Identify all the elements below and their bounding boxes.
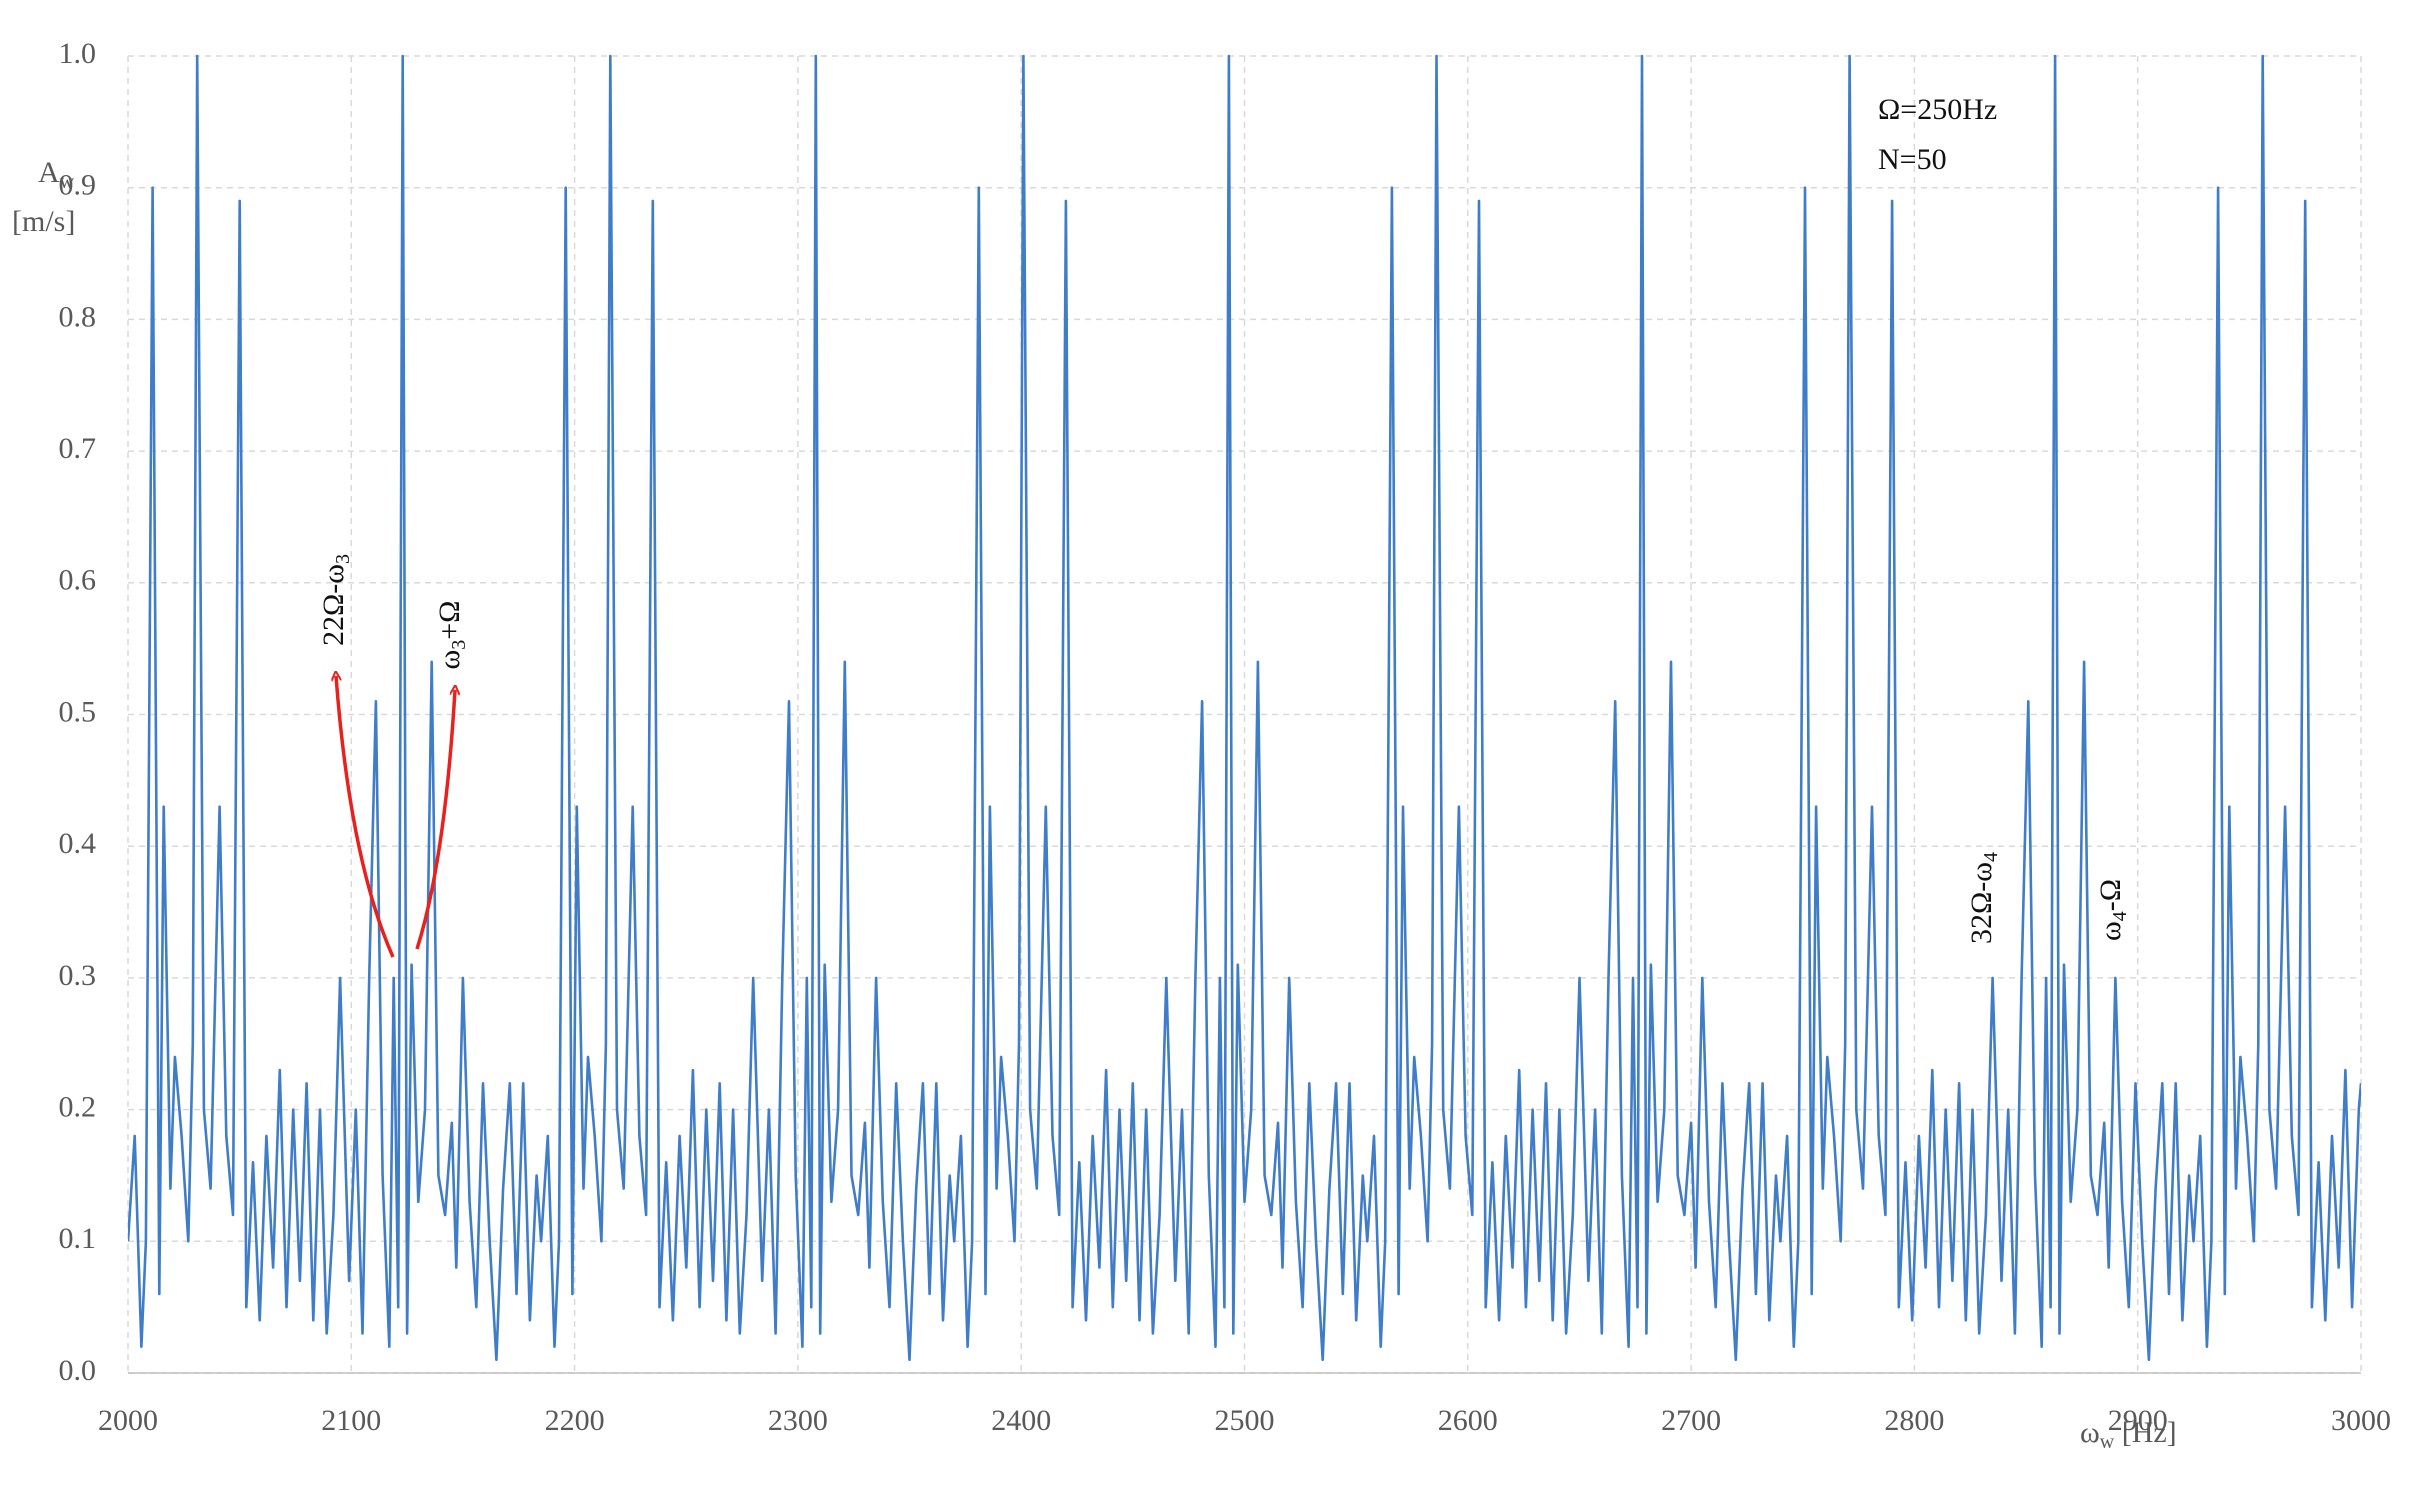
text-part: [Hz] (2114, 1416, 2176, 1449)
x-tick-label: 2600 (1438, 1404, 1498, 1437)
y-axis-unit: [m/s] (12, 205, 75, 238)
y-tick-label: 0.2 (59, 1090, 97, 1123)
subscript: 4 (2109, 911, 2131, 921)
subscript: 3 (332, 554, 354, 564)
y-axis-label: Aw (38, 156, 75, 193)
annotation: 32Ω-ω4 (1965, 852, 2002, 944)
y-tick-label: 0.0 (59, 1354, 97, 1387)
x-tick-label: 2900 (2108, 1404, 2168, 1437)
note: N=50 (1878, 143, 1947, 176)
y-tick-label: 0.3 (59, 959, 97, 992)
text-part: ω (2094, 921, 2127, 941)
grid (127, 55, 2362, 1374)
text-part: ω (2080, 1416, 2100, 1449)
x-tick-label: 2300 (768, 1404, 828, 1437)
plot-area (128, 54, 2361, 1362)
text-part: ω (433, 650, 466, 670)
y-tick-label: 0.7 (59, 432, 97, 465)
text-part: +Ω (433, 601, 466, 640)
x-tick-label: 2100 (321, 1404, 381, 1437)
x-tick-label: 3000 (2331, 1404, 2391, 1437)
x-tick-label: 2700 (1661, 1404, 1721, 1437)
x-tick-label: 2500 (1215, 1404, 1275, 1437)
annotation-arrow (336, 676, 395, 958)
x-axis-label: ωw [Hz] (2080, 1416, 2177, 1453)
subscript: 4 (1980, 852, 2002, 862)
y-tick-label: 0.5 (59, 695, 97, 728)
annotation-arrow (415, 690, 455, 950)
y-tick-label: 0.4 (59, 827, 97, 860)
y-tick-label: 0.1 (59, 1222, 97, 1255)
data-line (128, 54, 2361, 1362)
subscript: w (60, 171, 75, 193)
labels: 0.0 0.1 0.2 0.3 0.4 0.5 0.6 0.7 0.8 0.9 1.0 2000 210… (12, 37, 2391, 1453)
x-tick-label: 2800 (1884, 1404, 1944, 1437)
annotation: 22Ω-ω3 (317, 554, 354, 646)
x-tick-label: 2000 (98, 1404, 158, 1437)
subscript: 3 (448, 640, 470, 650)
text-part: 32Ω-ω (1965, 862, 1998, 944)
x-tick-label: 2200 (545, 1404, 605, 1437)
annotation: ω3+Ω (433, 601, 470, 670)
subscript: w (2100, 1431, 2115, 1453)
text-part: A (38, 156, 60, 189)
annotation: ω4-Ω (2094, 879, 2131, 941)
y-tick-label: 0.8 (59, 300, 97, 333)
text-part: -Ω (2094, 879, 2127, 911)
y-tick-label: 1.0 (59, 37, 97, 70)
y-tick-label: 0.9 (59, 169, 97, 202)
y-tick-label: 0.6 (59, 564, 97, 597)
note: Ω=250Hz (1878, 93, 1997, 126)
text-part: 22Ω-ω (317, 564, 350, 646)
x-tick-label: 2400 (991, 1404, 1051, 1437)
